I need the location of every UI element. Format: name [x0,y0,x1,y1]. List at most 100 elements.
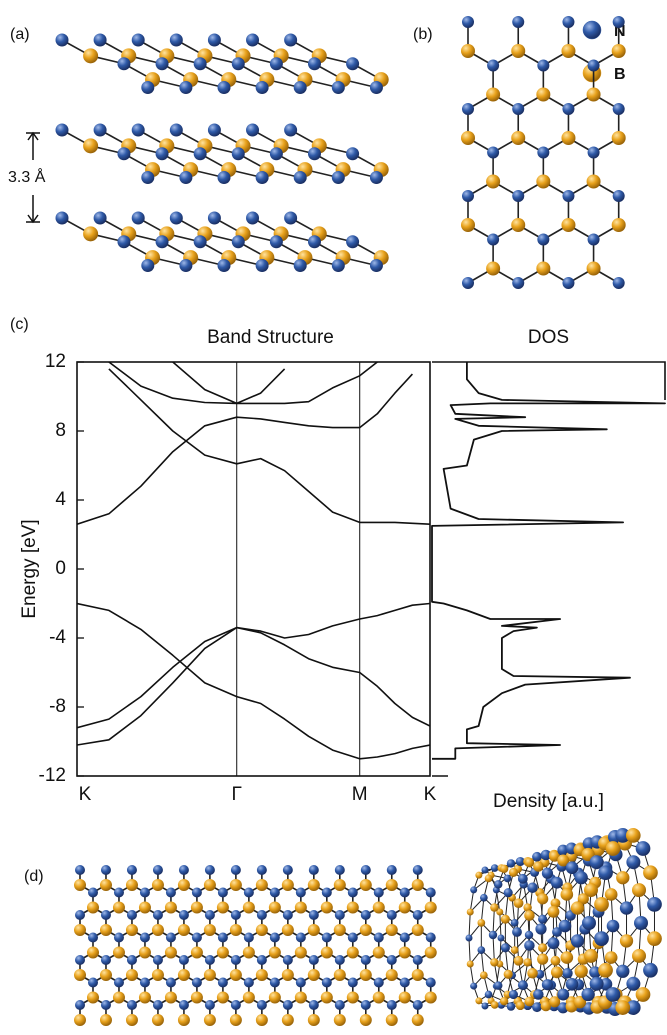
atom [360,955,371,965]
atom [619,934,634,948]
atom [500,943,510,953]
atom [152,955,163,965]
atom [360,865,371,875]
atom [527,882,538,893]
atom [295,887,306,898]
atom [503,969,513,979]
atom [100,865,111,875]
atom [488,930,498,940]
atom [513,898,524,909]
atom [179,171,193,185]
atom [282,910,293,920]
plot-frame [432,361,666,777]
atom [284,123,298,137]
atom [524,910,535,921]
atom [117,57,131,71]
atom [632,948,647,963]
distance-label: 3.3 Å [8,167,46,186]
atom [75,1000,85,1010]
atom [398,946,411,959]
chart-title: Band Structure [207,327,334,348]
atom [113,977,124,988]
atom [547,905,560,918]
atom [284,33,298,47]
atom [385,879,398,891]
atom [411,1014,424,1026]
atom [386,865,397,875]
atom [281,1014,294,1026]
atom [141,259,155,273]
atom [112,946,125,959]
bond [469,963,475,987]
atom [151,924,164,936]
atom [632,883,647,898]
x-tick-label: M [352,784,368,805]
atom [562,16,575,28]
atom [573,995,587,1009]
atom [517,873,528,884]
atom [537,953,549,965]
atom [587,146,600,159]
x-tick-label: Γ [231,784,241,805]
atom [369,171,383,185]
bond [468,937,471,965]
atom [217,171,231,185]
atom [307,1014,320,1026]
atom [589,855,604,870]
atom [131,33,145,47]
atom [635,987,651,1002]
atom [230,865,241,875]
atom [412,955,423,965]
atom [321,887,332,898]
atom [207,211,221,225]
atom [75,910,85,920]
atom [615,828,631,843]
atom [359,1014,372,1026]
atom [484,990,493,999]
atom [517,980,528,991]
atom [615,1000,631,1015]
atom [256,910,267,920]
bond [511,897,516,923]
atom [524,996,535,1007]
atom [74,879,86,891]
atom [331,81,345,95]
atom [643,962,658,978]
atom [461,218,475,232]
atom [399,887,410,898]
atom [255,171,269,185]
atom [216,991,229,1004]
atom [587,59,600,72]
atom [494,880,503,889]
atom [586,261,601,276]
atom [282,865,293,875]
atom [155,57,169,71]
atom [113,887,124,898]
atom [243,932,254,943]
bond [492,934,495,963]
atom [125,1014,138,1026]
distance-marker [26,131,40,224]
atom-sheet [55,33,389,95]
atom [203,1014,216,1026]
bond [480,897,485,923]
atom [490,864,499,872]
atom [540,1000,552,1012]
band-line [77,602,430,746]
atom [475,871,483,879]
atom [598,962,613,978]
atom [511,218,526,232]
atom [537,233,550,246]
atom [562,103,575,115]
atom [117,147,131,161]
atom [346,946,359,959]
atom [100,955,111,965]
atom [536,87,551,102]
atom [334,955,345,965]
atom [334,910,345,920]
atom [503,888,513,898]
atom [497,934,505,942]
atom [55,33,69,47]
atom [470,886,478,894]
atom [486,174,501,189]
